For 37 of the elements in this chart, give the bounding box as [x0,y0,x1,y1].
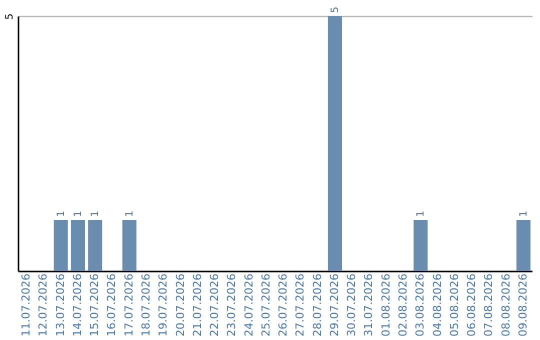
x-tick-label: 28.07.2026 [310,274,324,336]
data-label: 1 [518,210,530,217]
x-tick-label: 27.07.2026 [294,274,307,336]
data-label: 1 [90,210,102,217]
x-tick-label: 13.07.2026 [54,274,67,336]
data-label: 1 [124,210,136,217]
data-label: 1 [72,210,84,217]
x-tick-label: 21.07.2026 [190,274,204,336]
x-tick-label: 11.07.2026 [20,274,33,336]
data-label: 1 [56,210,67,217]
x-tick-label: 15.07.2026 [88,274,102,336]
x-tick-label: 18.07.2026 [140,274,152,336]
x-tick-label: 26.07.2026 [276,274,290,336]
x-tick-label: 24.07.2026 [242,274,256,336]
x-tick-label: 22.07.2026 [208,274,222,336]
x-tick-label: 20.07.2026 [174,274,187,336]
x-tick-label: 01.08.2026 [379,274,392,336]
x-tick-label: 16.07.2026 [105,274,118,336]
x-tick-label: 02.08.2026 [396,274,410,336]
x-tick-label: 03.08.2026 [414,274,427,336]
x-tick-label: 05.08.2026 [448,274,461,336]
x-tick-label: 31.07.2026 [362,274,376,336]
data-label: 5 [330,6,341,13]
x-tick-label: 14.07.2026 [70,274,84,336]
x-tick-label: 09.08.2026 [516,274,530,336]
data-label: 1 [416,210,427,217]
x-tick-label: 23.07.2026 [225,274,238,336]
x-tick-label: 17.07.2026 [122,274,136,336]
x-tick-label: 07.08.2026 [482,274,496,336]
x-tick-label: 30.07.2026 [345,274,358,336]
x-tick-label: 29.07.2026 [328,274,341,336]
x-tick-label: 06.08.2026 [465,274,478,336]
x-tick-label: 19.07.2026 [156,274,170,336]
x-tick-label: 12.07.2026 [36,274,50,336]
x-tick-label: 25.07.2026 [259,274,272,336]
x-tick-label: 04.08.2026 [430,274,444,336]
x-tick-label: 08.08.2026 [499,274,512,336]
